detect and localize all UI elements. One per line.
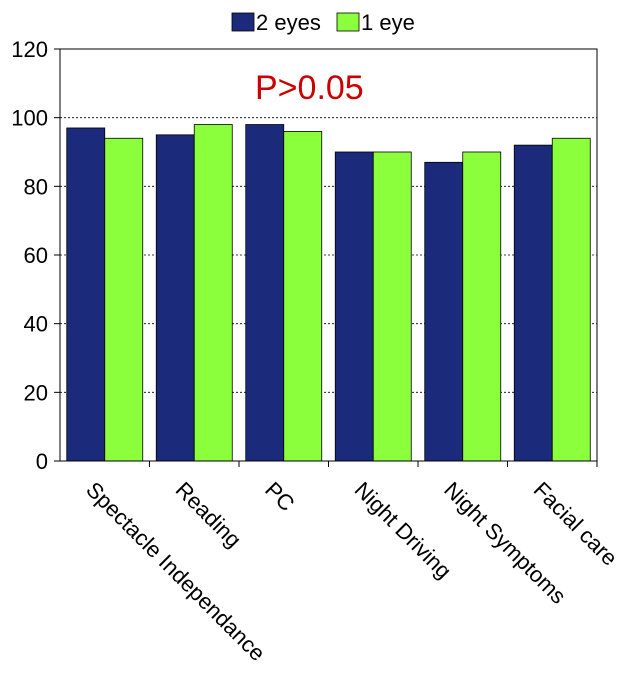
bar-two-eyes-2: [245, 124, 285, 462]
y-tick-label: 80: [24, 174, 48, 199]
bar-two-eyes-0: [66, 127, 106, 462]
p-value-annotation: P>0.05: [255, 69, 364, 107]
bar-two-eyes-1: [155, 134, 195, 462]
y-tick-label: 40: [24, 312, 48, 337]
bar-one-eye-4: [462, 151, 502, 462]
legend-swatch-0: [231, 12, 255, 32]
bar-one-eye-1: [193, 124, 233, 462]
y-tick-label: 60: [24, 243, 48, 268]
y-tick-label: 100: [11, 106, 48, 131]
x-tick-label: Facial care: [529, 477, 623, 571]
legend-label-0: 2 eyes: [256, 10, 321, 35]
y-tick-label: 20: [24, 380, 48, 405]
bar-one-eye-5: [551, 137, 591, 462]
bars: [66, 124, 591, 462]
y-axis-ticks: 0 20 40 60 80 100 120: [11, 37, 60, 474]
bar-one-eye-0: [104, 137, 144, 462]
bar-two-eyes-3: [334, 151, 374, 462]
legend: 2 eyes 1 eye: [231, 10, 415, 35]
y-tick-label: 120: [11, 37, 48, 62]
gridlines: [60, 117, 597, 393]
legend-swatch-1: [336, 12, 360, 32]
y-tick-label: 0: [36, 449, 48, 474]
x-tick-label: PC: [260, 477, 299, 516]
legend-label-1: 1 eye: [361, 10, 415, 35]
x-tick-label: Spectacle Independance: [81, 477, 270, 666]
bar-one-eye-3: [372, 151, 412, 462]
bar-two-eyes-5: [513, 144, 553, 462]
bar-one-eye-2: [283, 130, 323, 462]
bar-two-eyes-4: [424, 161, 464, 462]
x-tick-label: Reading: [171, 477, 247, 553]
